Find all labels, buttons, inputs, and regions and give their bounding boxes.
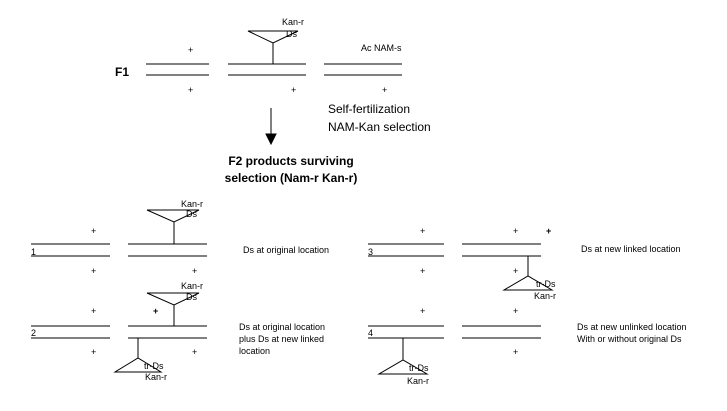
- plus-sign: +: [91, 266, 97, 276]
- plus-sign: +: [91, 226, 97, 236]
- plus-sign: +: [420, 266, 426, 276]
- case4-description-line2: With or without original Ds: [577, 334, 682, 344]
- case2-description-line1: Ds at original location: [239, 322, 326, 332]
- plus-sign: +: [420, 306, 426, 316]
- case4-tr-ds-insertion-bottom: [377, 338, 429, 375]
- case2-kan-label: Kan-r: [181, 281, 204, 291]
- plus-sign: +: [513, 306, 519, 316]
- plus-sign: +: [420, 226, 426, 236]
- f1-ds-label: Ds: [286, 29, 297, 39]
- case3-chromosomes: [368, 243, 541, 257]
- f2-title-line1: F2 products surviving: [228, 154, 354, 168]
- case2-tr-ds-insertion-bottom: [113, 338, 163, 373]
- case1-ds-insertion-top: [146, 209, 200, 244]
- plus-sign: +: [91, 306, 97, 316]
- case4-kan-bottom-label: Kan-r: [407, 376, 430, 386]
- plus-sign: +: [91, 347, 97, 357]
- step-text-line1: Self-fertilization: [328, 102, 411, 116]
- plus-sign: +: [291, 85, 297, 95]
- plus-sign: +: [513, 347, 519, 357]
- case3-description: Ds at new linked location: [581, 244, 681, 254]
- case3-tr-ds-insertion-bottom: [502, 256, 554, 291]
- f1-chromosome-pair-2: [228, 63, 306, 76]
- plus-sign: +: [382, 85, 388, 95]
- f2-title-line2: selection (Nam-r Kan-r): [224, 171, 358, 185]
- plus-sign: +: [153, 306, 159, 316]
- plus-sign: +: [188, 85, 194, 95]
- plus-sign: +: [513, 226, 519, 236]
- case1-description: Ds at original location: [243, 245, 330, 255]
- case4-chromosomes: [368, 325, 541, 339]
- case3-tr-ds-label: tr-Ds: [536, 279, 556, 289]
- plus-sign: +: [192, 266, 198, 276]
- plus-sign: +: [188, 45, 194, 55]
- case2-ds-label: Ds: [186, 292, 197, 302]
- f1-ds-insertion: [247, 30, 299, 64]
- plus-sign: +: [192, 347, 198, 357]
- case4-number: 4: [368, 328, 374, 338]
- case4-description-line1: Ds at new unlinked location: [577, 322, 687, 332]
- f1-generation-label: F1: [115, 65, 130, 79]
- case1-kan-label: Kan-r: [181, 199, 204, 209]
- case3-number: 3: [368, 247, 374, 257]
- plus-sign: +: [546, 226, 552, 236]
- case2-description-line2: plus Ds at new linked: [239, 334, 325, 344]
- case1-chromosomes: [31, 243, 207, 257]
- case4-tr-ds-label: tr-Ds: [409, 363, 429, 373]
- case2-description-line3: location: [239, 346, 271, 356]
- f1-kan-label: Kan-r: [282, 17, 305, 27]
- f1-ac-label: Ac NAM-s: [361, 43, 402, 53]
- f1-chromosome-pair-1: [146, 63, 209, 76]
- f1-chromosome-pair-3: [324, 63, 402, 76]
- case1-ds-label: Ds: [186, 209, 197, 219]
- case2-ds-insertion-top: [146, 292, 200, 326]
- case2-number: 2: [31, 328, 37, 338]
- case1-number: 1: [31, 247, 37, 257]
- case2-chromosomes: [31, 325, 207, 339]
- step-text-line2: NAM-Kan selection: [328, 120, 431, 134]
- case2-kan-bottom-label: Kan-r: [145, 372, 168, 382]
- down-arrow: [265, 108, 277, 146]
- case2-tr-ds-label: tr-Ds: [144, 361, 164, 371]
- case3-kan-bottom-label: Kan-r: [534, 291, 557, 301]
- plus-sign: +: [513, 266, 519, 276]
